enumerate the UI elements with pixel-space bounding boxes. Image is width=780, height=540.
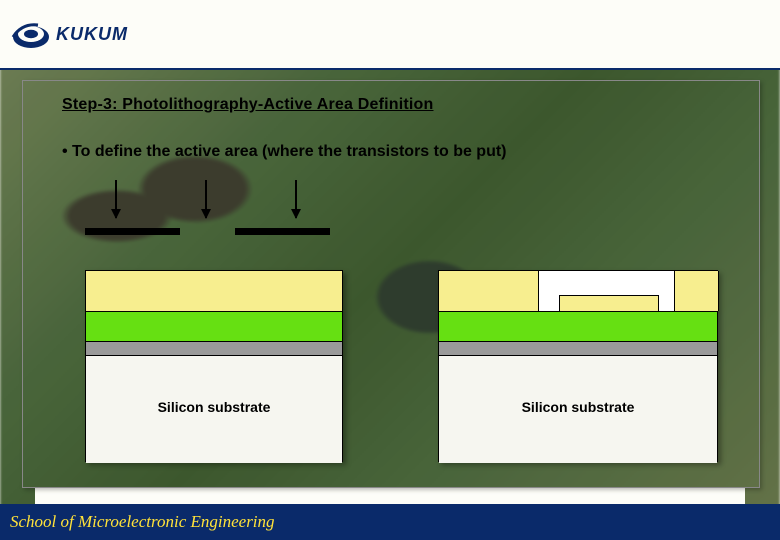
uv-arrow-icon — [205, 180, 207, 218]
left-stack: Silicon substrate — [85, 270, 343, 462]
photomask-segment — [85, 228, 180, 235]
right-stack: Silicon substrate — [438, 270, 718, 462]
layer-pad-oxide — [86, 341, 342, 355]
layer-resist — [86, 271, 342, 311]
substrate-label: Silicon substrate — [439, 399, 717, 415]
uv-arrow-icon — [295, 180, 297, 218]
substrate-label: Silicon substrate — [86, 399, 342, 415]
slide-subtitle: • To define the active area (where the t… — [62, 143, 507, 161]
footer-bar: School of Microelectronic Engineering — [0, 504, 780, 540]
uv-arrow-icon — [115, 180, 117, 218]
layer-resist-patch — [559, 295, 659, 311]
photomask-segment — [235, 228, 330, 235]
layer-nitride — [86, 311, 342, 341]
layer-pad-oxide — [439, 341, 717, 355]
diagram-area: Silicon substrate Silicon substrate — [0, 0, 780, 540]
footer-text: School of Microelectronic Engineering — [10, 512, 275, 532]
layer-resist-patch — [439, 271, 539, 311]
layer-resist-patch — [674, 271, 719, 311]
layer-nitride — [439, 311, 717, 341]
slide-title: Step-3: Photolithography-Active Area Def… — [62, 96, 434, 114]
